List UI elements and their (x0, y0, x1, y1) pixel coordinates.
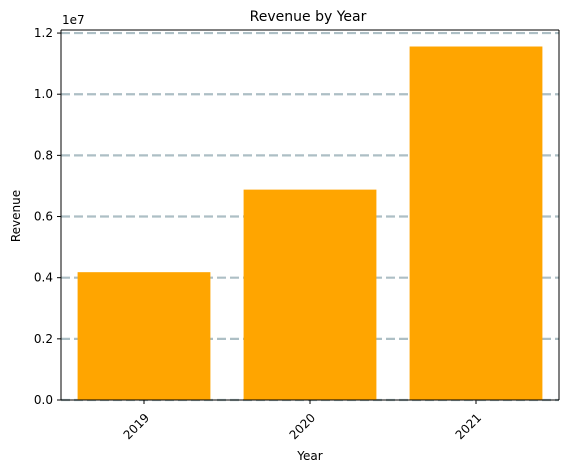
y-tick-label: 0.4 (34, 271, 53, 285)
x-tick-label: 2019 (121, 411, 152, 442)
y-tick-label: 0.6 (34, 210, 53, 224)
y-tick-label: 0.2 (34, 332, 53, 346)
y-axis-label: Revenue (9, 190, 23, 242)
bar-2019 (77, 272, 211, 400)
bars (77, 46, 543, 401)
y-offset-label: 1e7 (62, 13, 85, 27)
y-tick-label: 1.0 (34, 87, 53, 101)
x-tick-label: 2020 (287, 411, 318, 442)
y-tick-label: 0.8 (34, 148, 53, 162)
y-ticks: 0.0 0.2 0.4 0.6 0.8 1.0 1.2 (34, 26, 61, 407)
chart-title: Revenue by Year (250, 9, 367, 25)
y-tick-label: 1.2 (34, 26, 53, 40)
bar-2020 (243, 189, 377, 400)
y-tick-label: 0.0 (34, 393, 53, 407)
x-ticks: 2019 2020 2021 (121, 400, 484, 442)
x-axis-label: Year (296, 449, 322, 463)
bar-2021 (409, 46, 543, 401)
x-tick-label: 2021 (453, 411, 484, 442)
